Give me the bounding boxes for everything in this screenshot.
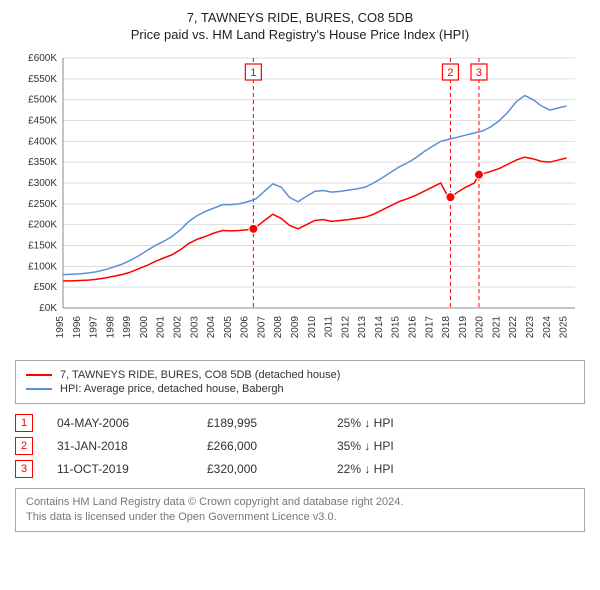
svg-text:2007: 2007 — [256, 316, 267, 339]
legend-box: 7, TAWNEYS RIDE, BURES, CO8 5DB (detache… — [15, 360, 585, 404]
sale-date: 31-JAN-2018 — [57, 439, 207, 453]
svg-text:2017: 2017 — [424, 316, 435, 339]
svg-text:2022: 2022 — [508, 316, 519, 339]
svg-text:£450K: £450K — [28, 116, 57, 127]
chart-area: £0K £50K £100K £150K £200K £250K £300K £350K £40… — [15, 50, 585, 350]
svg-text:2015: 2015 — [391, 316, 402, 339]
svg-text:£600K: £600K — [28, 53, 57, 64]
svg-text:2024: 2024 — [542, 316, 553, 339]
svg-text:2023: 2023 — [525, 316, 536, 339]
svg-text:1997: 1997 — [89, 316, 100, 339]
sale-row: 1 04-MAY-2006£189,99525% ↓ HPI — [15, 414, 585, 432]
svg-text:1: 1 — [250, 67, 256, 79]
sale-hpi-delta: 22% ↓ HPI — [337, 462, 487, 476]
sale-row: 3 11-OCT-2019£320,00022% ↓ HPI — [15, 460, 585, 478]
svg-text:2001: 2001 — [156, 316, 167, 339]
sale-date: 11-OCT-2019 — [57, 462, 207, 476]
legend-item: 7, TAWNEYS RIDE, BURES, CO8 5DB (detache… — [26, 369, 574, 381]
svg-text:2020: 2020 — [475, 316, 486, 339]
svg-text:£50K: £50K — [34, 282, 58, 293]
sale-price: £266,000 — [207, 439, 337, 453]
legend-swatch — [26, 388, 52, 390]
sale-hpi-delta: 25% ↓ HPI — [337, 416, 487, 430]
attribution-line-1: Contains HM Land Registry data © Crown c… — [26, 495, 574, 510]
attribution-line-2: This data is licensed under the Open Gov… — [26, 510, 574, 525]
svg-text:1998: 1998 — [105, 316, 116, 339]
title-block: 7, TAWNEYS RIDE, BURES, CO8 5DB Price pa… — [15, 10, 585, 42]
svg-text:3: 3 — [476, 67, 482, 79]
svg-text:2016: 2016 — [408, 316, 419, 339]
svg-text:1995: 1995 — [55, 316, 66, 339]
sale-marker: 2 — [15, 437, 33, 455]
svg-text:2021: 2021 — [491, 316, 502, 339]
svg-text:2002: 2002 — [173, 316, 184, 339]
svg-text:1996: 1996 — [72, 316, 83, 339]
svg-text:2010: 2010 — [307, 316, 318, 339]
svg-text:2013: 2013 — [357, 316, 368, 339]
legend-label: 7, TAWNEYS RIDE, BURES, CO8 5DB (detache… — [60, 369, 340, 381]
svg-text:2012: 2012 — [340, 316, 351, 339]
svg-text:£350K: £350K — [28, 157, 57, 168]
svg-text:£300K: £300K — [28, 178, 57, 189]
title-subtitle: Price paid vs. HM Land Registry's House … — [15, 27, 585, 42]
svg-text:2009: 2009 — [290, 316, 301, 339]
sale-marker: 1 — [15, 414, 33, 432]
svg-text:£100K: £100K — [28, 261, 57, 272]
svg-text:£0K: £0K — [39, 303, 57, 314]
price-chart: £0K £50K £100K £150K £200K £250K £300K £350K £40… — [15, 50, 585, 350]
page-container: 7, TAWNEYS RIDE, BURES, CO8 5DB Price pa… — [0, 0, 600, 542]
sale-date: 04-MAY-2006 — [57, 416, 207, 430]
svg-text:2004: 2004 — [206, 316, 217, 339]
sale-row: 2 31-JAN-2018£266,00035% ↓ HPI — [15, 437, 585, 455]
legend-label: HPI: Average price, detached house, Babe… — [60, 383, 284, 395]
svg-text:£400K: £400K — [28, 136, 57, 147]
title-address: 7, TAWNEYS RIDE, BURES, CO8 5DB — [15, 10, 585, 25]
svg-text:2008: 2008 — [273, 316, 284, 339]
legend-swatch — [26, 374, 52, 376]
svg-text:2018: 2018 — [441, 316, 452, 339]
svg-text:2003: 2003 — [189, 316, 200, 339]
svg-text:1999: 1999 — [122, 316, 133, 339]
sales-table: 1 04-MAY-2006£189,99525% ↓ HPI 2 31-JAN-201… — [15, 414, 585, 478]
sale-price: £320,000 — [207, 462, 337, 476]
svg-text:2019: 2019 — [458, 316, 469, 339]
svg-text:2011: 2011 — [324, 316, 335, 338]
svg-text:£250K: £250K — [28, 199, 57, 210]
sale-hpi-delta: 35% ↓ HPI — [337, 439, 487, 453]
svg-text:£500K: £500K — [28, 95, 57, 106]
legend-item: HPI: Average price, detached house, Babe… — [26, 383, 574, 395]
svg-text:2014: 2014 — [374, 316, 385, 339]
svg-text:£550K: £550K — [28, 74, 57, 85]
svg-text:2006: 2006 — [240, 316, 251, 339]
sale-marker: 3 — [15, 460, 33, 478]
svg-text:£200K: £200K — [28, 220, 57, 231]
svg-text:£150K: £150K — [28, 241, 57, 252]
svg-text:2: 2 — [447, 67, 453, 79]
svg-text:2000: 2000 — [139, 316, 150, 339]
sale-price: £189,995 — [207, 416, 337, 430]
attribution-box: Contains HM Land Registry data © Crown c… — [15, 488, 585, 532]
svg-text:2005: 2005 — [223, 316, 234, 339]
svg-text:2025: 2025 — [559, 316, 570, 339]
